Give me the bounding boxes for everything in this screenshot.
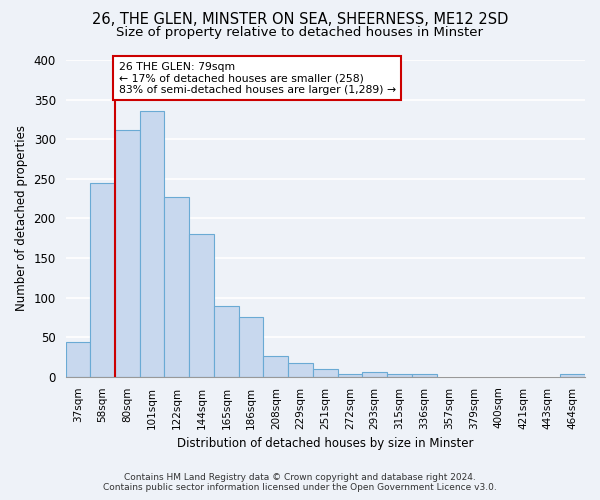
Bar <box>115 130 140 377</box>
Bar <box>214 306 239 377</box>
X-axis label: Distribution of detached houses by size in Minster: Distribution of detached houses by size … <box>177 437 473 450</box>
Bar <box>338 374 362 377</box>
Bar <box>387 374 412 377</box>
Y-axis label: Number of detached properties: Number of detached properties <box>15 126 28 312</box>
Bar <box>65 342 90 377</box>
Bar <box>362 372 387 377</box>
Bar <box>412 374 437 377</box>
Text: 26 THE GLEN: 79sqm
← 17% of detached houses are smaller (258)
83% of semi-detach: 26 THE GLEN: 79sqm ← 17% of detached hou… <box>119 62 396 95</box>
Bar <box>263 356 288 377</box>
Bar <box>164 197 189 377</box>
Bar <box>560 374 585 377</box>
Bar <box>189 234 214 377</box>
Text: 26, THE GLEN, MINSTER ON SEA, SHEERNESS, ME12 2SD: 26, THE GLEN, MINSTER ON SEA, SHEERNESS,… <box>92 12 508 28</box>
Bar <box>288 364 313 377</box>
Text: Size of property relative to detached houses in Minster: Size of property relative to detached ho… <box>116 26 484 39</box>
Bar <box>140 112 164 377</box>
Text: Contains HM Land Registry data © Crown copyright and database right 2024.
Contai: Contains HM Land Registry data © Crown c… <box>103 473 497 492</box>
Bar <box>90 183 115 377</box>
Bar <box>239 318 263 377</box>
Bar <box>313 369 338 377</box>
